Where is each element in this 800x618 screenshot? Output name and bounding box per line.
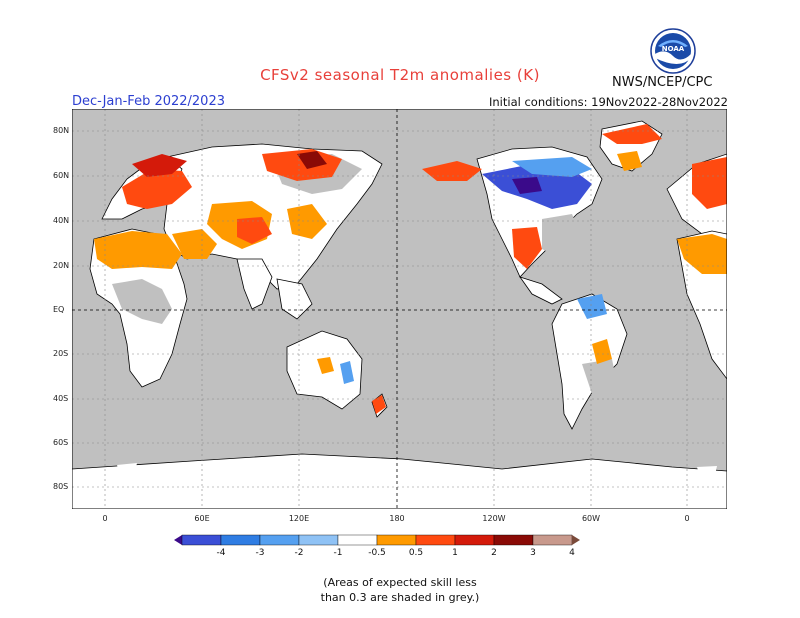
footnote-line-2: than 0.3 are shaded in grey.) — [320, 591, 480, 604]
lat-label: EQ — [53, 305, 65, 314]
colorbar-segment — [415, 534, 456, 546]
se-asia-landmass — [276, 278, 313, 320]
anomaly-map — [72, 109, 727, 509]
colorbar-label: 3 — [530, 548, 536, 558]
orange-africa-right — [677, 234, 727, 274]
lon-label: 120W — [482, 514, 506, 523]
india-landmass — [236, 258, 273, 310]
lon-label: 0 — [684, 514, 690, 523]
orange-arabia — [172, 229, 217, 259]
grey-skill-namerica — [542, 214, 582, 259]
orange-australia — [317, 357, 334, 374]
colorbar-max-arrow — [572, 535, 580, 545]
lon-label: 120E — [288, 514, 310, 523]
colorbar-segment — [493, 534, 534, 546]
blue-australia — [340, 361, 354, 384]
lon-label: 180 — [389, 514, 405, 523]
grey-skill-africa — [112, 279, 172, 324]
map-gridlines — [72, 109, 727, 509]
lightblue-amazon — [577, 294, 607, 319]
colorbar-label: -1 — [333, 548, 343, 558]
colorbar-label: 1 — [452, 548, 458, 558]
colorbar-label: -4 — [216, 548, 226, 558]
color-legend — [174, 534, 580, 546]
chart-title: CFSv2 seasonal T2m anomalies (K) — [260, 66, 540, 84]
lat-label: 20S — [53, 349, 69, 358]
darkred-russia — [132, 154, 187, 177]
colorbar-segment — [454, 534, 495, 546]
red-europe-right — [692, 157, 727, 209]
orange-china — [287, 204, 327, 239]
lightblue-canada — [512, 157, 592, 177]
white-antarctic-3 — [317, 457, 342, 469]
colorbar-label: -2 — [294, 548, 304, 558]
colorbar-segment — [337, 534, 378, 546]
lat-label: 60S — [53, 438, 69, 447]
lat-label: 80S — [53, 482, 69, 491]
forecast-period: Dec-Jan-Feb 2022/2023 — [72, 94, 225, 109]
red-greenland-rim — [602, 124, 662, 144]
colorbar-segment — [181, 534, 222, 546]
red-mexico — [512, 227, 542, 269]
lat-label: 40S — [53, 394, 69, 403]
lon-label: 60E — [194, 514, 210, 523]
lat-label: 80N — [53, 126, 70, 135]
skill-footnote: (Areas of expected skill less than 0.3 a… — [0, 575, 800, 605]
red-tibet — [237, 217, 272, 244]
colorbar-segment — [298, 534, 339, 546]
agency-label: NWS/NCEP/CPC — [612, 75, 713, 90]
purple-core — [512, 177, 542, 194]
white-antarctic-4 — [697, 466, 717, 479]
colorbar-label: 4 — [569, 548, 575, 558]
colorbar-segment — [259, 534, 300, 546]
darkred-siberia-core — [297, 151, 327, 169]
lon-label: 60W — [581, 514, 601, 523]
colorbar-segment — [220, 534, 261, 546]
lon-label: 0 — [102, 514, 108, 523]
orange-greenland-south — [617, 151, 642, 171]
red-siberia — [262, 149, 342, 181]
logo-text: NOAA — [662, 45, 685, 53]
lat-label: 40N — [53, 216, 70, 225]
colorbar-segment — [532, 534, 573, 546]
central-america-landmass — [518, 276, 563, 305]
colorbar-label: 2 — [491, 548, 497, 558]
white-antarctic-1 — [117, 463, 137, 477]
colorbar-label: -0.5 — [368, 548, 386, 558]
noaa-logo: NOAA — [650, 28, 696, 74]
lat-label: 60N — [53, 171, 70, 180]
red-europe — [122, 169, 192, 209]
orange-north-africa — [94, 231, 182, 269]
colorbar-segment — [376, 534, 417, 546]
footnote-line-1: (Areas of expected skill less — [323, 576, 477, 589]
colorbar-label: -3 — [255, 548, 265, 558]
lat-label: 20N — [53, 261, 70, 270]
orange-brazil-south — [592, 339, 612, 364]
red-new-zealand — [372, 395, 386, 414]
white-antarctic-2 — [212, 459, 237, 474]
antarctica-landmass — [72, 453, 727, 509]
colorbar-label: 0.5 — [408, 548, 424, 558]
initial-conditions: Initial conditions: 19Nov2022-28Nov2022 — [488, 95, 728, 109]
colorbar-min-arrow — [174, 535, 182, 545]
